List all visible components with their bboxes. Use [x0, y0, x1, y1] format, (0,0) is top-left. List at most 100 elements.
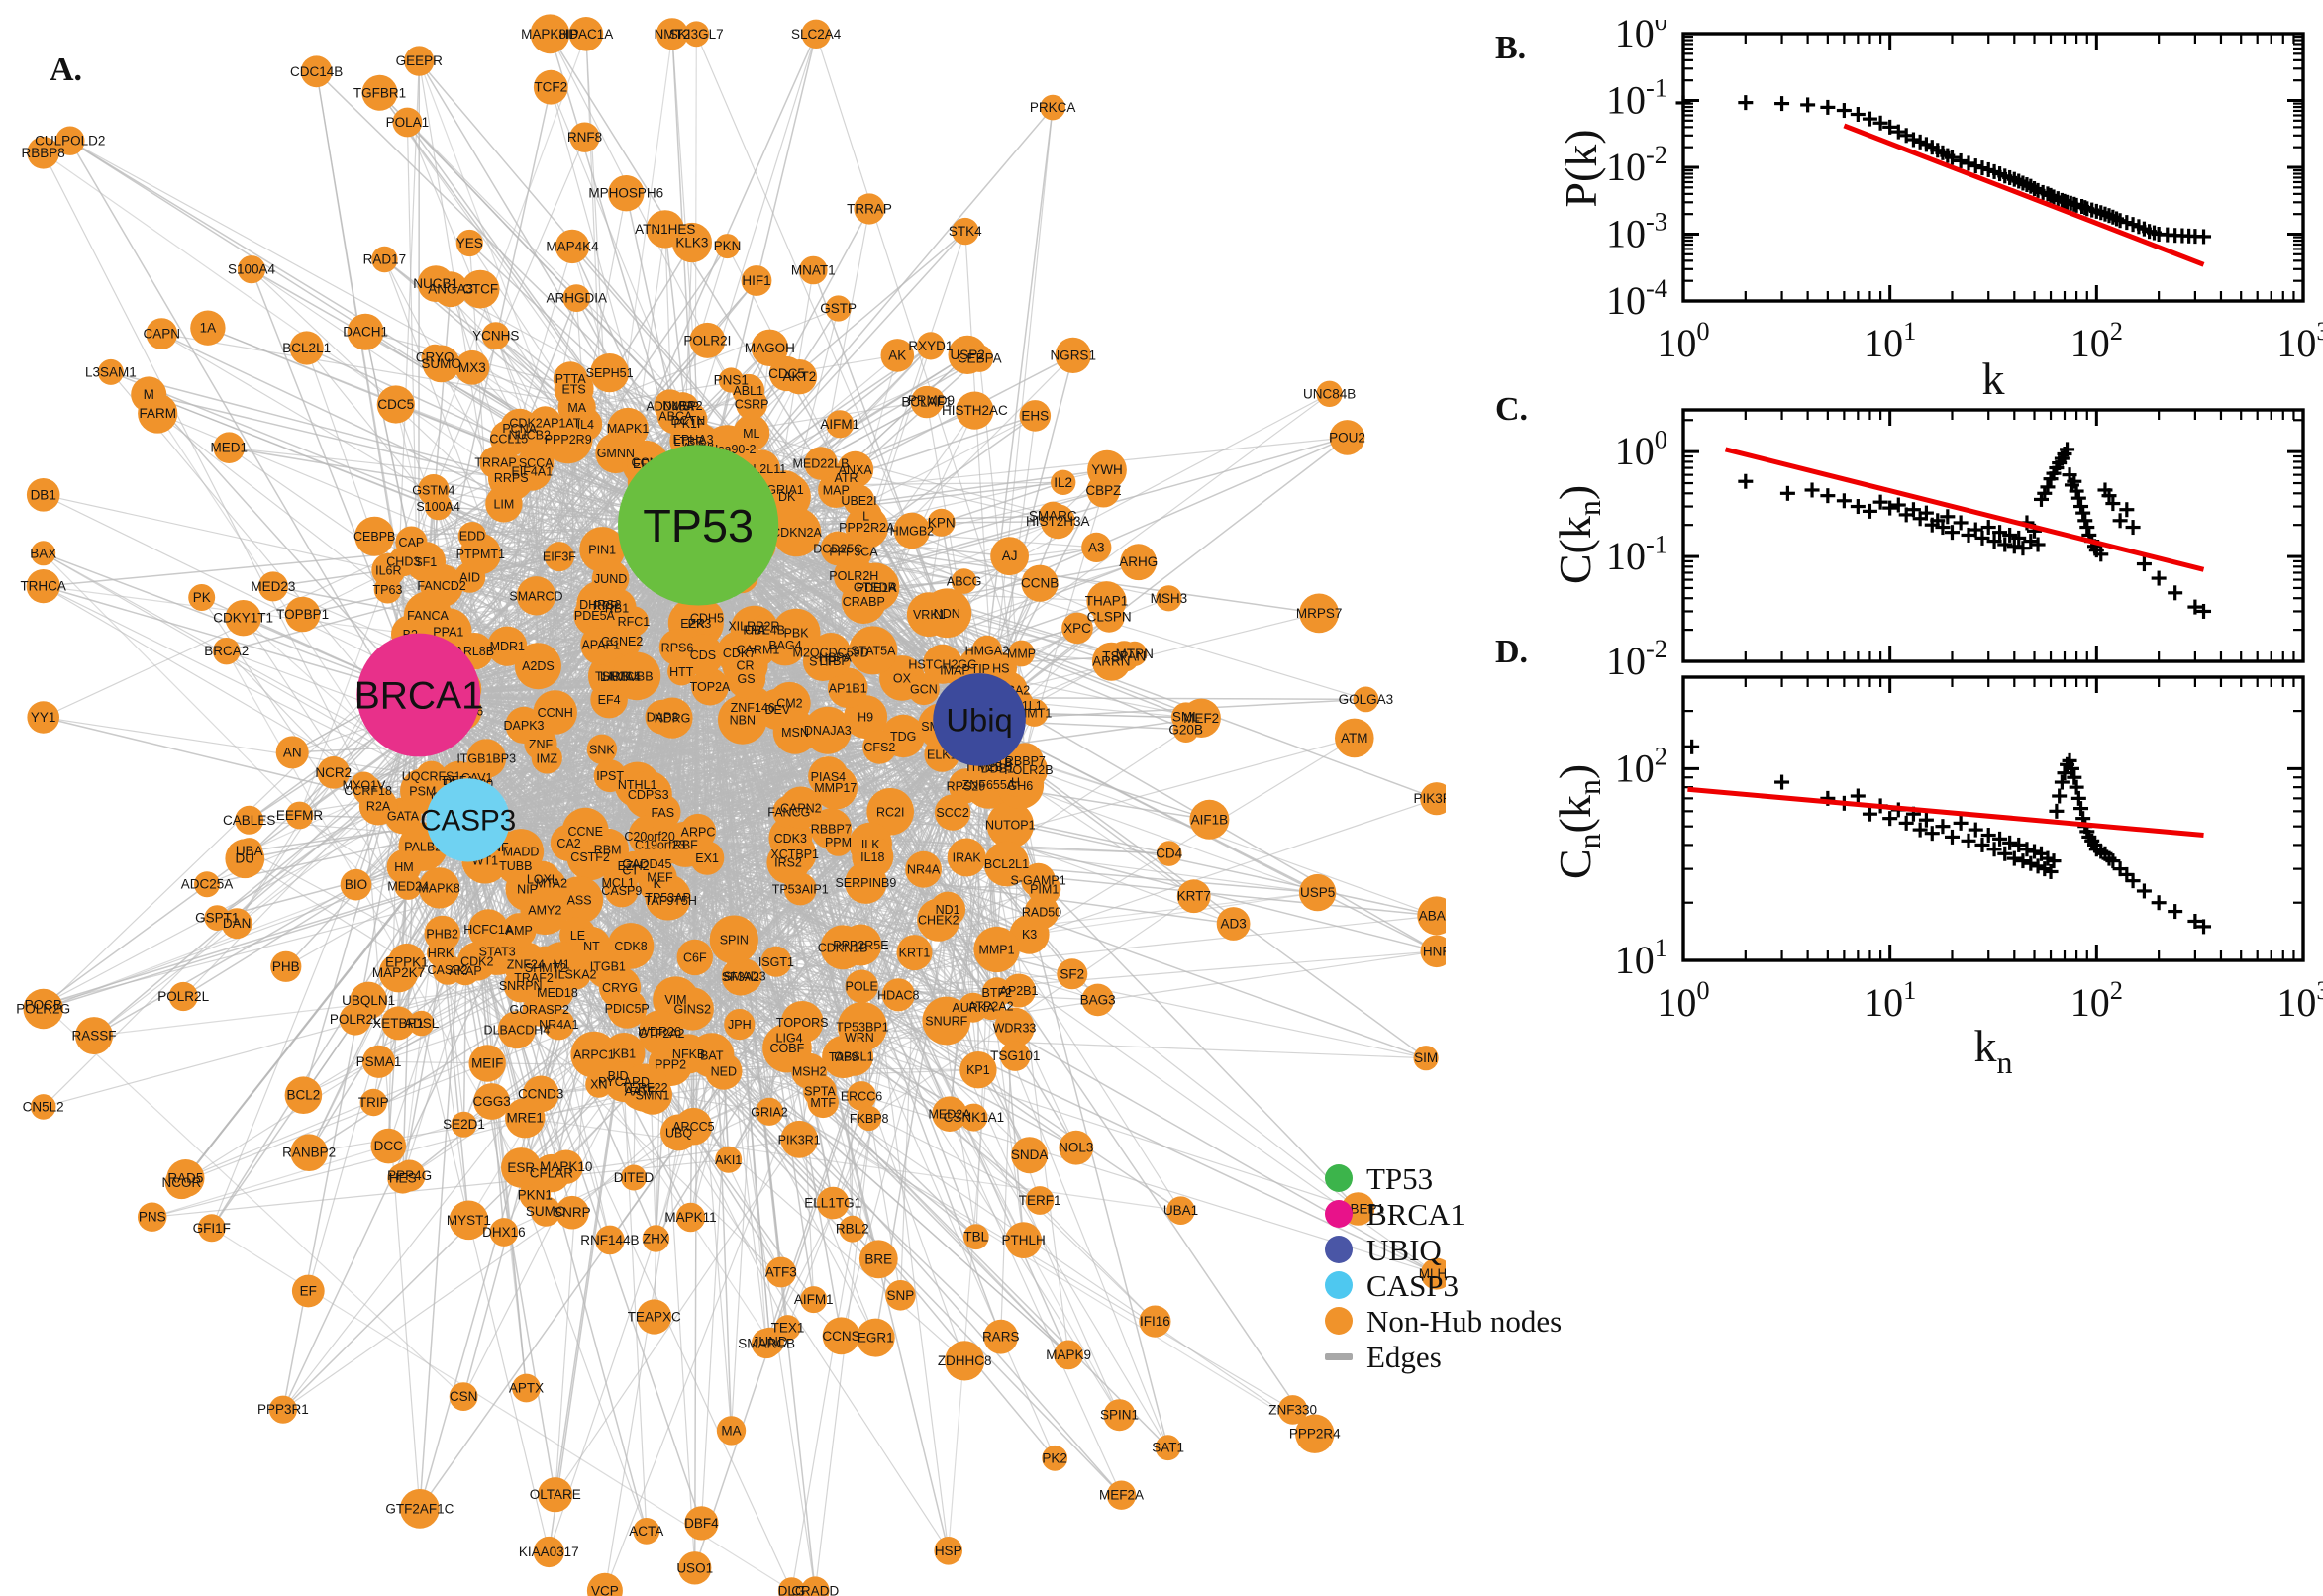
network-node[interactable] [555, 229, 590, 264]
network-node[interactable] [454, 349, 490, 385]
network-node[interactable] [639, 1010, 680, 1052]
network-node[interactable] [138, 1202, 167, 1232]
network-node[interactable] [675, 1202, 706, 1233]
network-node[interactable] [522, 992, 556, 1027]
network-node[interactable] [586, 828, 630, 871]
network-node[interactable] [26, 478, 60, 512]
network-node[interactable] [1054, 1340, 1083, 1370]
network-node[interactable] [197, 1214, 226, 1243]
network-node[interactable] [1081, 532, 1112, 563]
network-hub-brca1[interactable]: BRCA1 [354, 633, 483, 757]
network-node[interactable] [586, 734, 618, 764]
network-node[interactable] [1001, 767, 1030, 797]
network-node[interactable] [1420, 935, 1447, 968]
network-node[interactable] [509, 414, 550, 454]
network-node[interactable] [487, 626, 528, 666]
network-node[interactable] [881, 978, 915, 1012]
network-node[interactable] [569, 122, 600, 152]
network-node[interactable] [427, 939, 454, 967]
network-node[interactable] [755, 1097, 784, 1126]
network-node[interactable] [473, 1083, 510, 1120]
network-node[interactable] [1011, 1137, 1049, 1174]
network-node[interactable] [976, 991, 1006, 1021]
network-node[interactable] [762, 1023, 812, 1073]
network-node[interactable] [497, 1011, 536, 1049]
network-node[interactable] [689, 322, 726, 358]
network-node[interactable] [351, 771, 377, 799]
network-node[interactable] [166, 1159, 205, 1198]
network-node[interactable] [291, 1274, 325, 1308]
network-node[interactable] [371, 246, 398, 273]
network-node[interactable] [213, 638, 241, 665]
network-node[interactable] [1181, 698, 1221, 738]
network-node[interactable] [826, 410, 855, 439]
network-node[interactable] [516, 576, 556, 616]
network-node[interactable] [1008, 640, 1035, 667]
network-node[interactable] [376, 385, 415, 424]
network-node[interactable] [27, 137, 59, 169]
network-node[interactable] [1005, 1222, 1042, 1258]
network-node[interactable] [225, 839, 265, 879]
network-node[interactable] [772, 710, 818, 754]
network-node[interactable] [1216, 907, 1251, 941]
network-node[interactable] [1176, 879, 1211, 914]
network-node[interactable] [595, 1225, 625, 1255]
network-node[interactable] [593, 759, 627, 793]
network-node[interactable] [544, 542, 574, 572]
network-node[interactable] [656, 18, 689, 50]
network-node[interactable] [670, 987, 714, 1031]
network-node[interactable] [1329, 420, 1365, 455]
network-node[interactable] [26, 569, 60, 604]
network-node[interactable] [799, 255, 828, 285]
network-node[interactable] [986, 801, 1034, 848]
network-node[interactable] [270, 950, 302, 982]
network-node[interactable] [497, 829, 545, 875]
network-node[interactable] [514, 643, 561, 690]
network-node[interactable] [934, 794, 971, 831]
network-node[interactable] [765, 1256, 797, 1288]
network-node[interactable] [146, 318, 178, 349]
network-node[interactable] [530, 14, 570, 54]
network-node[interactable] [962, 1224, 989, 1250]
network-node[interactable] [736, 388, 768, 421]
network-node[interactable] [621, 1164, 647, 1191]
network-node[interactable] [1019, 400, 1052, 432]
network-node[interactable] [715, 234, 740, 259]
network-node[interactable] [347, 313, 384, 350]
network-node[interactable] [646, 210, 684, 249]
network-node[interactable] [1120, 544, 1158, 581]
network-node[interactable] [827, 667, 868, 709]
network-node[interactable] [371, 552, 406, 587]
network-node[interactable] [468, 1045, 506, 1082]
network-node[interactable] [416, 760, 447, 792]
network-node[interactable] [756, 1327, 784, 1356]
network-node[interactable] [1155, 1435, 1181, 1461]
network-node[interactable] [676, 939, 713, 976]
network-node[interactable] [400, 1489, 440, 1529]
network-node[interactable] [862, 730, 897, 764]
network-node[interactable] [825, 295, 852, 322]
network-node[interactable] [285, 801, 314, 830]
network-node[interactable] [658, 629, 696, 666]
network-node[interactable] [1002, 973, 1036, 1008]
network-node[interactable] [718, 367, 744, 393]
network-node[interactable] [392, 107, 423, 138]
network-node[interactable] [131, 376, 167, 413]
network-node[interactable] [31, 541, 56, 566]
network-node[interactable] [524, 727, 557, 760]
network-node[interactable] [512, 1373, 541, 1403]
network-node[interactable] [29, 990, 57, 1019]
network-node[interactable] [268, 1395, 297, 1424]
network-node[interactable] [590, 353, 630, 393]
network-node[interactable] [460, 269, 500, 309]
network-node[interactable] [804, 447, 838, 480]
network-node[interactable] [837, 450, 874, 488]
network-node[interactable] [451, 1111, 477, 1138]
network-node[interactable] [404, 46, 435, 76]
network-node[interactable] [533, 69, 568, 105]
network-node[interactable] [340, 868, 372, 901]
network-node[interactable] [612, 651, 661, 701]
network-node[interactable] [489, 1218, 519, 1247]
network-node[interactable] [856, 1318, 895, 1357]
network-node[interactable] [359, 1088, 387, 1117]
